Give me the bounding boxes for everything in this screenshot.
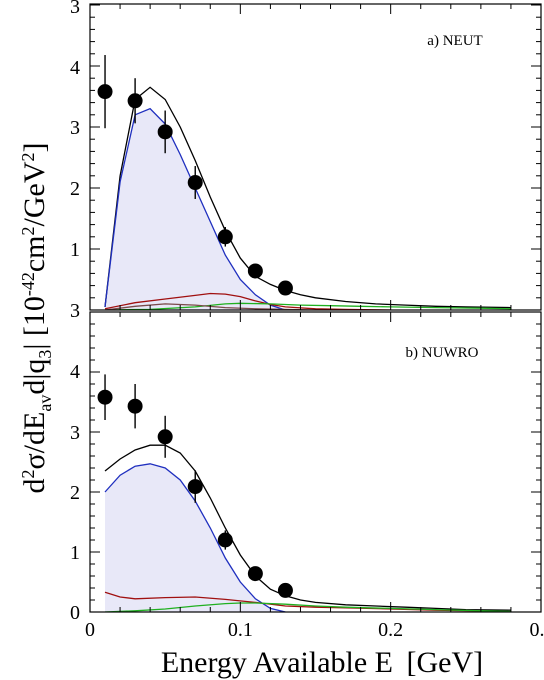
series-line-3	[104, 602, 511, 612]
y-tick-label: 4	[70, 361, 80, 383]
y-axis-title: d2σ/dEavd|q3| [10-42cm2/GeV2]	[18, 143, 55, 494]
series-fill-1	[105, 108, 286, 310]
x-axis-title: Energy Available E [GeV]	[161, 646, 483, 679]
y-axis-title-sub2: 3	[35, 350, 55, 359]
x-tick-label: 0.2	[378, 619, 403, 641]
data-point	[217, 532, 233, 548]
y-tick-label: 3	[70, 300, 80, 322]
y-tick-label: 2	[70, 178, 80, 200]
y-tick-label: 1	[70, 239, 80, 261]
y-tick-label: 4	[70, 57, 80, 79]
data-point	[97, 84, 113, 100]
data-point	[277, 280, 293, 296]
y-tick-label: 0	[70, 602, 80, 624]
y-axis-title-sup4: 2	[18, 153, 38, 162]
data-point	[97, 389, 113, 405]
plot-frame	[89, 3, 542, 311]
y-axis-title-part2: σ/dE	[18, 412, 51, 470]
data-point	[277, 582, 293, 598]
plot-frame	[89, 311, 542, 613]
x-axis-title-unit: [GeV]	[399, 646, 483, 679]
y-axis-title-sup2: -42	[18, 272, 38, 296]
y-tick-label: 3	[70, 422, 80, 444]
data-point	[187, 479, 203, 495]
y-axis-title-part7: ]	[18, 143, 51, 153]
panel-label: a) NEUT	[427, 33, 482, 49]
x-axis-title-main: Energy Available E	[161, 646, 393, 679]
series-fill-1	[105, 463, 286, 612]
y-axis-title-part4: | [10	[18, 296, 51, 350]
y-tick-label: 3	[70, 0, 80, 18]
y-axis-title-part6: /GeV	[18, 161, 51, 226]
x-tick-label: 0.1	[228, 619, 253, 641]
y-tick-label: 2	[70, 482, 80, 504]
y-axis-title-sup3: 2	[18, 226, 38, 235]
y-tick-label: 1	[70, 542, 80, 564]
x-tick-label: 0.	[530, 619, 544, 641]
data-point	[247, 263, 263, 279]
y-axis-title-part3: d|q	[18, 359, 51, 395]
y-axis-title-sup1: 2	[18, 470, 38, 479]
x-tick-label: 0	[85, 619, 95, 641]
panel-label: b) NUWRO	[406, 345, 479, 361]
data-point	[217, 229, 233, 245]
y-tick-label: 3	[70, 117, 80, 139]
y-axis-title-part1: d	[18, 479, 51, 494]
data-point	[127, 93, 143, 109]
panel-nuwro: 4 3 2 1 00 0.1 0.2 0. b) NUWRO	[70, 311, 544, 641]
data-point	[157, 429, 173, 445]
y-axis-title-sub1: av	[35, 395, 55, 412]
series-line-2	[104, 292, 391, 310]
data-point	[247, 566, 263, 582]
data-point	[127, 398, 143, 414]
panel-neut: 3 4 3 2 1 3 a) NEUT	[70, 0, 542, 322]
plot-area	[104, 86, 511, 310]
data-point	[157, 124, 173, 140]
data-point	[187, 175, 203, 191]
plot-area	[104, 444, 511, 612]
y-axis-title-part5: cm	[18, 235, 51, 272]
